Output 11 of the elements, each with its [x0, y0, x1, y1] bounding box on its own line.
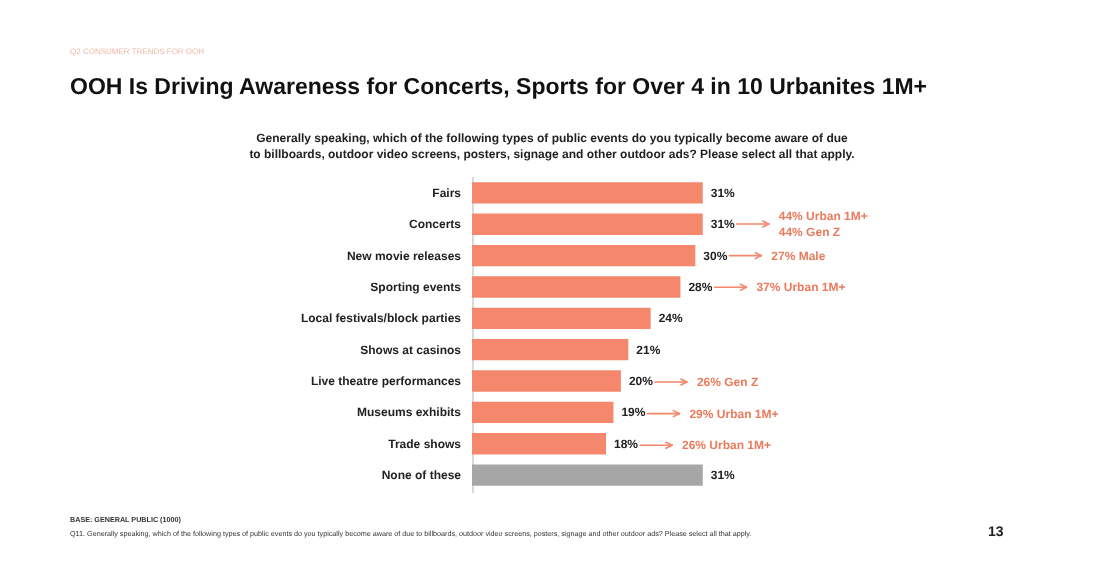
- bar: [472, 401, 614, 424]
- bar: [472, 339, 629, 361]
- bar: [472, 213, 703, 235]
- bar: [472, 244, 696, 267]
- bar: [472, 307, 651, 329]
- bar: [472, 370, 621, 392]
- chart-title: OOH Is Driving Awareness for Concerts, Sports for Over 4 in 10 Urbanites 1M+: [70, 76, 928, 100]
- bar: [472, 464, 703, 486]
- bar: [472, 433, 606, 455]
- bar: [472, 182, 703, 204]
- bar: [472, 276, 681, 298]
